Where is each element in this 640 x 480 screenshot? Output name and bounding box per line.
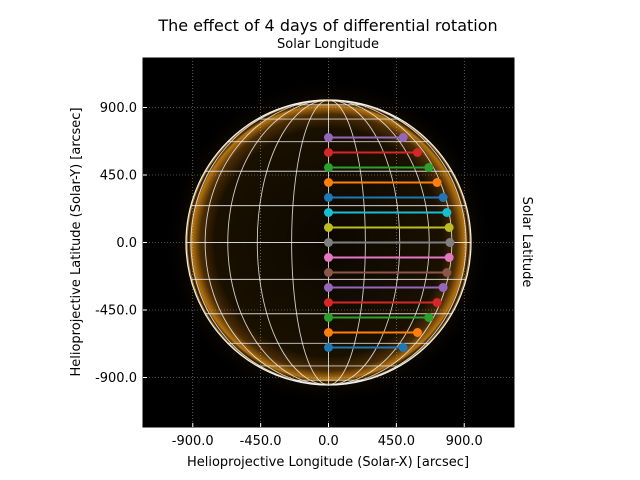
x-tick-label: 0.0 — [318, 434, 339, 449]
longitude-line — [256, 99, 329, 386]
y-tick-label: -900.0 — [95, 371, 137, 386]
series-start-point — [324, 253, 333, 262]
longitude-line — [227, 99, 329, 386]
series-start-point — [324, 163, 333, 172]
series-start-point — [324, 223, 333, 232]
series-end-point — [412, 148, 422, 157]
longitude-line — [291, 99, 329, 386]
series-start-point — [324, 298, 333, 307]
series-end-point — [412, 328, 422, 337]
series-start-point — [324, 238, 333, 247]
x-axis-label: Helioprojective Longitude (Solar-X) [arc… — [187, 455, 469, 470]
longitude-line — [204, 99, 329, 386]
longitude-line — [328, 99, 467, 386]
solar-limb — [185, 99, 472, 386]
series-end-point — [442, 208, 452, 217]
series-end-point — [444, 223, 454, 232]
right-axis-label: Solar Latitude — [519, 197, 534, 288]
series-start-point — [324, 313, 333, 322]
longitude-line — [190, 99, 329, 386]
x-axis-ticks: -900.0 -450.0 0.0 450.0 900.0 — [172, 423, 483, 449]
series-end-point — [438, 193, 448, 202]
y-tick-label: 450.0 — [100, 169, 137, 184]
series-end-point — [442, 268, 452, 277]
series-end-point — [424, 163, 434, 172]
series-start-point — [324, 133, 333, 142]
y-tick-label: 0.0 — [116, 236, 137, 251]
series-end-point — [432, 298, 442, 307]
series-end-point — [424, 313, 434, 322]
series-start-point — [324, 268, 333, 277]
series-end-point — [438, 283, 448, 292]
series-end-point — [444, 253, 454, 262]
series-start-point — [324, 193, 333, 202]
x-tick-label: -450.0 — [240, 434, 282, 449]
plot-area — [142, 57, 515, 428]
top-axis-label: Solar Longitude — [277, 37, 379, 52]
y-tick-label: -450.0 — [95, 304, 137, 319]
chart-title: The effect of 4 days of differential rot… — [157, 16, 497, 35]
series-end-point — [398, 343, 408, 352]
series-start-point — [324, 208, 333, 217]
y-tick-label: 900.0 — [100, 101, 137, 116]
x-tick-label: 900.0 — [446, 434, 483, 449]
series-start-point — [324, 148, 333, 157]
x-tick-label: -900.0 — [172, 434, 214, 449]
series-start-point — [324, 283, 333, 292]
series-end-point — [432, 178, 442, 187]
series-end-point — [445, 238, 455, 247]
series-start-point — [324, 343, 333, 352]
y-axis-ticks: 900.0 450.0 0.0 -450.0 -900.0 — [95, 101, 147, 386]
y-axis-label: Helioprojective Latitude (Solar-Y) [arcs… — [69, 107, 84, 376]
x-tick-label: 450.0 — [378, 434, 415, 449]
series-start-point — [324, 178, 333, 187]
series-start-point — [324, 328, 333, 337]
axes-content — [143, 58, 514, 427]
series-end-point — [398, 133, 408, 142]
